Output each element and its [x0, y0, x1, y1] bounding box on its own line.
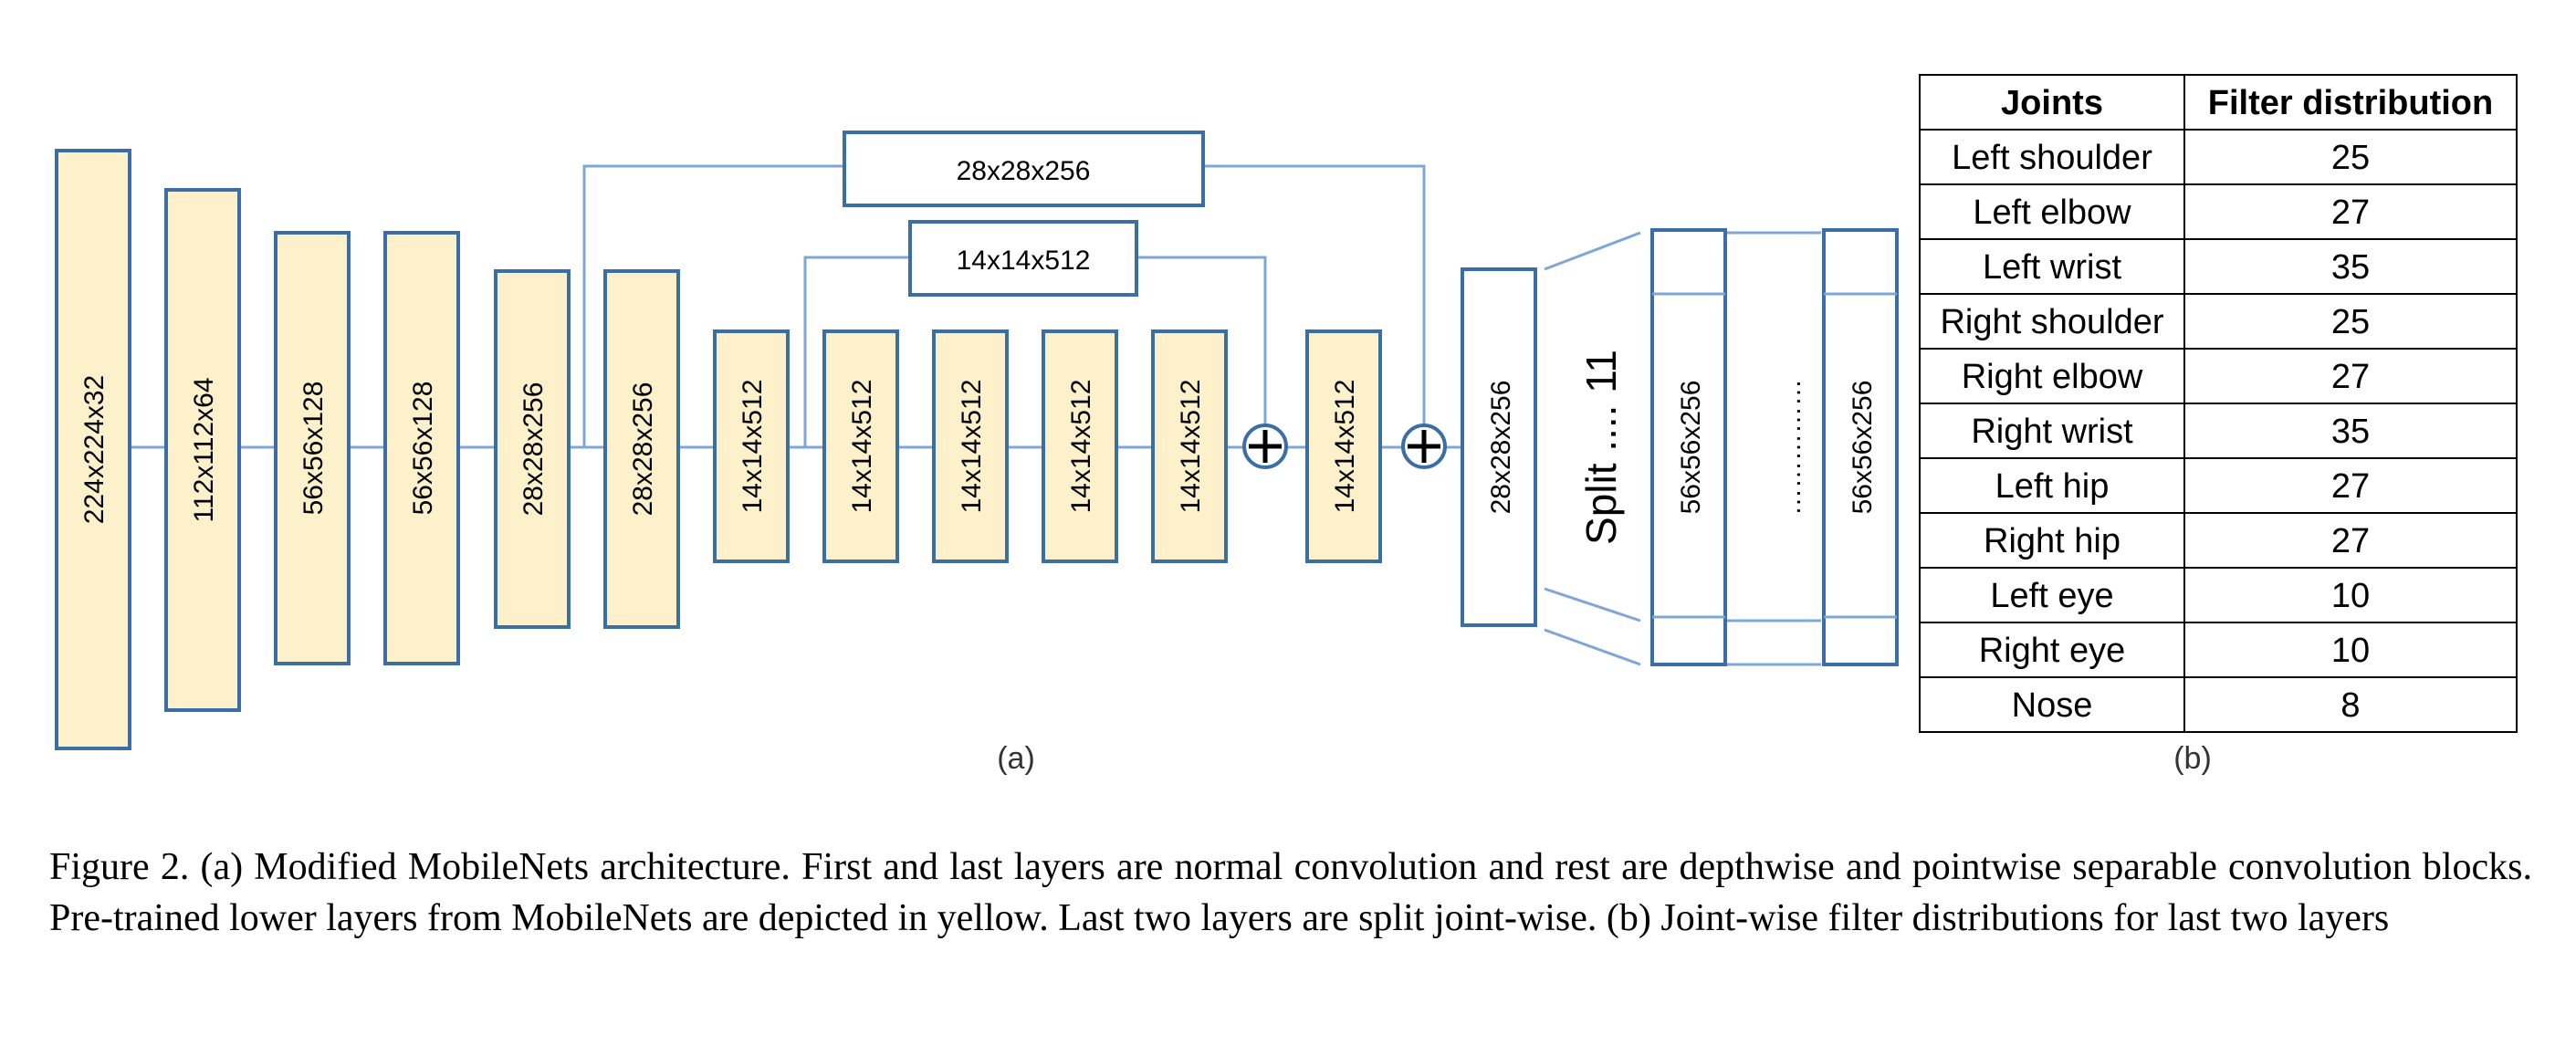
yellow-layer-label: 224x224x32: [79, 375, 110, 524]
filter-distribution-table: Joints Filter distribution Left shoulder 25…: [1919, 74, 2518, 733]
table-cell: [2183, 457, 2518, 514]
table-cell: [1919, 676, 2185, 733]
skip-inner-box: [908, 220, 1138, 297]
add-node-1: [1242, 424, 1288, 469]
panel-b-label: (b): [2173, 741, 2212, 776]
table-cell-text: Right eye: [1979, 632, 2126, 670]
table-cell-text: Left eye: [1990, 577, 2113, 615]
yellow-layer-label: 14x14x512: [957, 380, 987, 514]
table-cell-text: Left hip: [1995, 467, 2110, 506]
yellow-layer: [603, 269, 680, 629]
yellow-layer: [1151, 329, 1228, 563]
table-cell-text: Left wrist: [1983, 248, 2121, 287]
yellow-layer-label: 14x14x512: [847, 380, 877, 514]
table-header-text: Joints: [2001, 84, 2103, 122]
split-dots: ……………: [1776, 379, 1806, 516]
table-cell-text: 8: [2340, 686, 2360, 725]
yellow-layer-label: 28x28x256: [628, 382, 658, 517]
table-cell-text: Left shoulder: [1952, 139, 2152, 177]
yellow-layer: [164, 188, 241, 712]
yellow-layer: [932, 329, 1009, 563]
split-layer-first: [1650, 228, 1727, 666]
table-cell: [2183, 676, 2518, 733]
table-cell-text: 25: [2331, 303, 2370, 341]
white-layer-label: 28x28x256: [1486, 381, 1516, 515]
yellow-layer: [713, 329, 790, 563]
split-layer-first-label: 56x56x256: [1676, 381, 1706, 515]
yellow-layer: [1042, 329, 1118, 563]
table-cell: [2183, 293, 2518, 350]
white-layer: [1461, 267, 1537, 627]
yellow-layers: 224x224x32 112x112x64 56x56x128 56x56x128 28…: [55, 149, 1382, 750]
table-cell: [2183, 567, 2518, 623]
skip-top-label: 28x28x256: [957, 156, 1091, 186]
table-cell: [1919, 293, 2185, 350]
skip-connection-inner: [803, 256, 910, 447]
table-cell-text: Right wrist: [1971, 413, 2133, 451]
table-cell-text: 27: [2331, 467, 2370, 506]
skip-connection-outer: [582, 164, 844, 447]
table-header-cell: [1919, 74, 2185, 131]
table-cell: [1919, 129, 2185, 185]
skip-inner-label: 14x14x512: [957, 246, 1091, 276]
yellow-layer: [494, 269, 571, 629]
table-cell-text: 27: [2331, 522, 2370, 560]
table-cell-text: 27: [2331, 194, 2370, 232]
yellow-layer: [274, 231, 351, 665]
table-cell-text: Right hip: [1984, 522, 2120, 560]
skip-connection-inner-right: [1136, 256, 1267, 425]
table-cell: [2183, 129, 2518, 185]
skip-top-box: [843, 131, 1205, 207]
yellow-layer: [1305, 329, 1382, 563]
table-cell-text: Right shoulder: [1940, 303, 2163, 341]
table-cell-text: Left elbow: [1973, 194, 2131, 232]
yellow-layer: [383, 231, 460, 665]
architecture-diagram: 224x224x32 112x112x64 56x56x128 56x56x128 28…: [55, 74, 2518, 776]
table-cell-text: 10: [2331, 577, 2370, 615]
table-cell-text: 25: [2331, 139, 2370, 177]
skip-connections: [582, 164, 1426, 447]
yellow-layer: [822, 329, 899, 563]
table-cell-text: Right elbow: [1962, 358, 2143, 396]
yellow-layer-label: 112x112x64: [189, 377, 219, 522]
split-fan-lines: [1544, 231, 1821, 666]
yellow-layer-label: 56x56x128: [298, 382, 329, 516]
yellow-layer: [55, 149, 131, 750]
table-cell: [2183, 512, 2518, 569]
split-label: Split .... 11: [1577, 350, 1625, 545]
panel-a-label: (a): [997, 741, 1035, 776]
table-header-cell: [2183, 74, 2518, 131]
table-cell-text: 35: [2331, 413, 2370, 451]
yellow-layer-label: 14x14x512: [738, 380, 768, 514]
yellow-layer-label: 14x14x512: [1176, 380, 1206, 514]
yellow-layer-label: 14x14x512: [1330, 380, 1360, 514]
table-cell-text: Nose: [2012, 686, 2093, 725]
table-cell-text: 27: [2331, 358, 2370, 396]
table-cell: [1919, 403, 2185, 459]
add-node-2: [1401, 424, 1447, 469]
yellow-layer-label: 28x28x256: [518, 382, 549, 517]
yellow-layer-label: 14x14x512: [1066, 380, 1096, 514]
table-cell: [1919, 457, 2185, 514]
figure-caption: Figure 2. (a) Modified MobileNets archit…: [49, 846, 2532, 939]
yellow-layer-label: 56x56x128: [408, 382, 438, 516]
table-cell: [1919, 512, 2185, 569]
table-cell: [2183, 348, 2518, 404]
table-cell: [2183, 622, 2518, 678]
split-layer-last-label: 56x56x256: [1848, 381, 1878, 515]
table-cell-text: 10: [2331, 632, 2370, 670]
skip-connection-outer-right: [1203, 164, 1426, 425]
table-cell: [2183, 403, 2518, 459]
split-layer-last: [1822, 228, 1899, 666]
table-header-text: Filter distribution: [2208, 84, 2493, 122]
table-cell: [1919, 567, 2185, 623]
table-cell-text: 35: [2331, 248, 2370, 287]
